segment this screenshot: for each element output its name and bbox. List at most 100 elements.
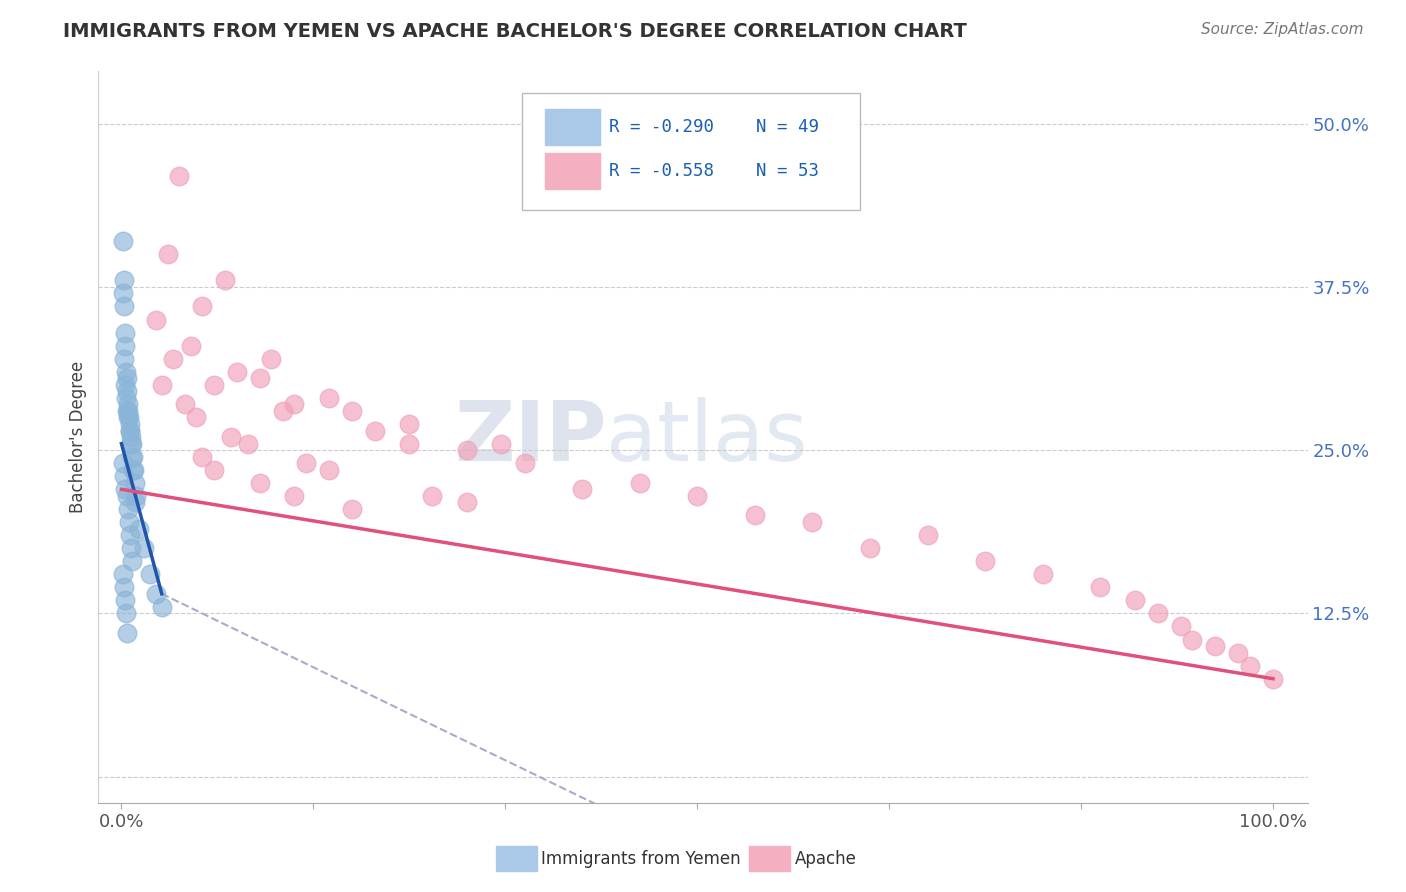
Point (162, 351, 184, 366)
Point (1227, 646, 1250, 660)
Point (117, 502, 139, 516)
Text: R = -0.558    N = 53: R = -0.558 N = 53 (609, 161, 818, 180)
Point (121, 554, 143, 568)
Point (219, 430, 242, 444)
Point (124, 495, 146, 509)
Point (491, 436, 513, 450)
Point (686, 489, 709, 503)
Point (628, 475, 651, 490)
Point (271, 404, 294, 418)
Point (571, 483, 593, 497)
Point (122, 463, 145, 477)
Point (117, 397, 139, 411)
Point (120, 436, 142, 450)
Point (801, 515, 824, 529)
Point (115, 626, 138, 640)
Point (112, 351, 135, 366)
Point (260, 351, 283, 366)
Point (202, 463, 225, 477)
FancyBboxPatch shape (522, 94, 860, 211)
Text: IMMIGRANTS FROM YEMEN VS APACHE BACHELOR'S DEGREE CORRELATION CHART: IMMIGRANTS FROM YEMEN VS APACHE BACHELOR… (63, 22, 967, 41)
Point (115, 489, 138, 503)
Point (156, 247, 179, 261)
Point (513, 456, 536, 470)
Point (1239, 658, 1261, 673)
Point (114, 483, 136, 497)
Point (117, 410, 139, 425)
Point (134, 541, 156, 555)
Point (145, 587, 167, 601)
Text: Source: ZipAtlas.com: Source: ZipAtlas.com (1201, 22, 1364, 37)
Point (115, 607, 138, 621)
Point (318, 391, 340, 405)
Point (859, 541, 882, 555)
Point (115, 371, 138, 385)
Point (150, 599, 173, 614)
Point (917, 528, 939, 542)
Point (139, 567, 162, 582)
Point (249, 371, 271, 385)
Point (120, 424, 142, 438)
Point (114, 326, 136, 340)
Point (115, 391, 138, 405)
Point (191, 450, 214, 464)
Text: R = -0.290    N = 49: R = -0.290 N = 49 (609, 118, 818, 136)
Point (398, 417, 420, 431)
Point (1261, 672, 1284, 686)
Point (121, 450, 143, 464)
Point (202, 377, 225, 392)
Point (186, 410, 208, 425)
Point (214, 273, 236, 287)
Point (180, 339, 202, 353)
Point (118, 424, 141, 438)
Point (283, 489, 305, 503)
Point (112, 580, 135, 594)
Point (118, 410, 141, 425)
Point (283, 397, 305, 411)
Point (225, 365, 247, 379)
Text: Apache: Apache (794, 850, 856, 868)
Text: Immigrants from Yemen: Immigrants from Yemen (541, 850, 741, 868)
Point (340, 502, 363, 516)
Point (121, 436, 143, 450)
Point (112, 469, 135, 483)
Point (115, 404, 138, 418)
Text: ZIP: ZIP (454, 397, 606, 477)
Point (318, 463, 340, 477)
Point (122, 463, 145, 477)
Point (1090, 580, 1112, 594)
Point (1204, 639, 1226, 653)
Point (744, 508, 766, 523)
Point (112, 273, 135, 287)
Point (249, 475, 271, 490)
Point (145, 312, 167, 326)
Point (120, 541, 142, 555)
Point (1170, 619, 1192, 633)
Point (112, 286, 135, 301)
Point (173, 397, 195, 411)
Point (118, 515, 141, 529)
Point (191, 300, 214, 314)
FancyBboxPatch shape (544, 153, 600, 189)
Point (1123, 593, 1146, 607)
Point (1181, 632, 1204, 647)
Point (398, 436, 420, 450)
Point (128, 521, 150, 535)
Point (111, 567, 134, 582)
Point (118, 417, 141, 431)
Point (340, 404, 363, 418)
Point (1147, 607, 1170, 621)
Point (114, 593, 136, 607)
Point (364, 424, 387, 438)
Point (125, 489, 148, 503)
Point (112, 456, 135, 470)
Point (294, 456, 316, 470)
Point (120, 430, 142, 444)
Point (117, 404, 139, 418)
Point (112, 300, 135, 314)
Point (122, 450, 145, 464)
Point (150, 377, 173, 392)
Point (1032, 567, 1054, 582)
Point (167, 169, 190, 183)
Point (115, 384, 138, 399)
